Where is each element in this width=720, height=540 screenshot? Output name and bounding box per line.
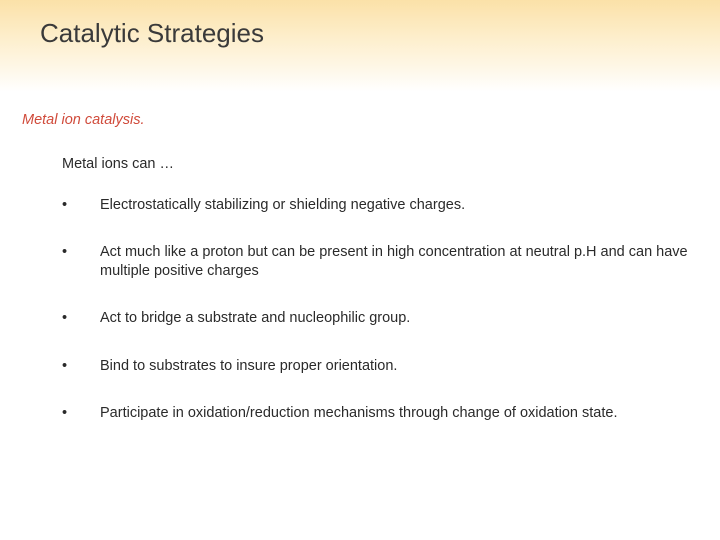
- list-item: • Bind to substrates to insure proper or…: [62, 357, 698, 376]
- bullet-list: • Electrostatically stabilizing or shiel…: [62, 196, 698, 451]
- slide-subtitle: Metal ion catalysis.: [22, 112, 145, 128]
- bullet-icon: •: [62, 357, 100, 376]
- bullet-text: Bind to substrates to insure proper orie…: [100, 357, 698, 376]
- bullet-text: Act to bridge a substrate and nucleophil…: [100, 309, 698, 328]
- list-item: • Act much like a proton but can be pres…: [62, 243, 698, 281]
- bullet-icon: •: [62, 404, 100, 423]
- bullet-icon: •: [62, 309, 100, 328]
- bullet-text: Electrostatically stabilizing or shieldi…: [100, 196, 698, 215]
- list-item: • Act to bridge a substrate and nucleoph…: [62, 309, 698, 328]
- bullet-text: Act much like a proton but can be presen…: [100, 243, 698, 281]
- slide-title: Catalytic Strategies: [40, 18, 264, 49]
- bullet-icon: •: [62, 196, 100, 215]
- list-item: • Electrostatically stabilizing or shiel…: [62, 196, 698, 215]
- intro-line: Metal ions can …: [62, 156, 174, 172]
- bullet-text: Participate in oxidation/reduction mecha…: [100, 404, 698, 423]
- bullet-icon: •: [62, 243, 100, 262]
- list-item: • Participate in oxidation/reduction mec…: [62, 404, 698, 423]
